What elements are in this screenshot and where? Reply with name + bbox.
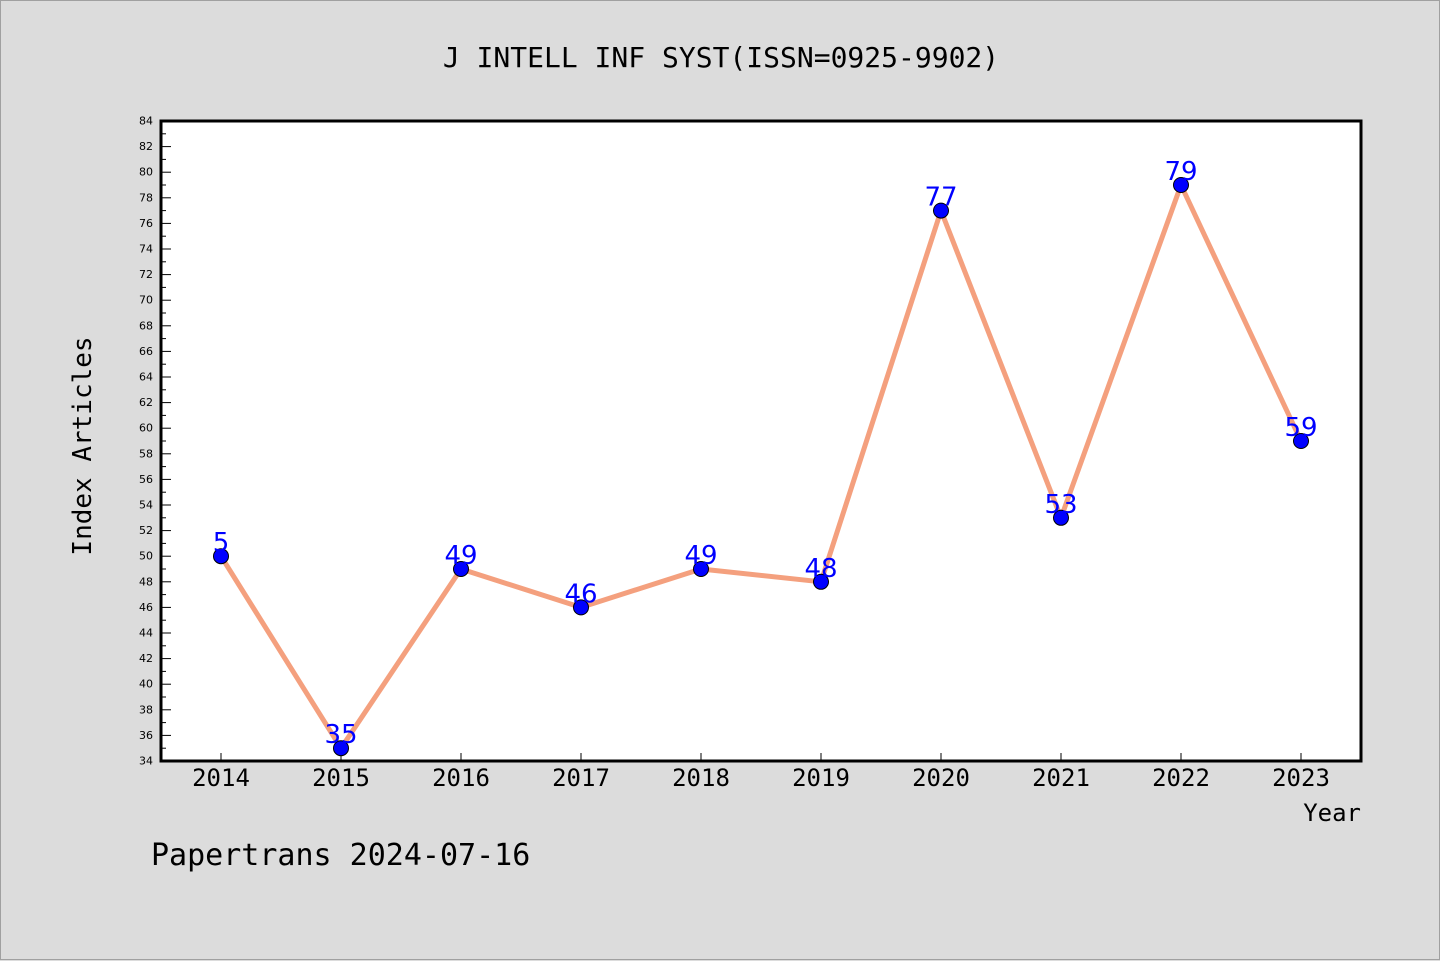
y-tick-label: 56 xyxy=(139,473,153,486)
plot-area xyxy=(161,121,1361,761)
y-tick-label: 82 xyxy=(139,140,153,153)
data-label: 53 xyxy=(1044,490,1077,520)
y-tick-label: 48 xyxy=(139,575,153,588)
y-tick-label: 68 xyxy=(139,319,153,332)
data-label: 49 xyxy=(444,541,477,571)
y-tick-label: 80 xyxy=(139,166,153,179)
data-label: 5 xyxy=(213,528,230,558)
x-tick-label: 2019 xyxy=(792,764,850,792)
y-tick-label: 60 xyxy=(139,422,153,435)
y-tick-label: 36 xyxy=(139,729,153,742)
y-tick-label: 46 xyxy=(139,601,153,614)
data-label: 79 xyxy=(1164,157,1197,187)
x-axis-ticks: 2014 2015 2016 2017 2018 2019 2020 2021 2022 2023 xyxy=(192,753,1330,792)
chart-title: J INTELL INF SYST(ISSN=0925-9902) xyxy=(443,41,999,74)
x-tick-label: 2018 xyxy=(672,764,730,792)
x-tick-label: 2014 xyxy=(192,764,250,792)
data-point xyxy=(453,561,469,577)
x-tick-label: 2021 xyxy=(1032,764,1090,792)
x-tick-label: 2023 xyxy=(1272,764,1330,792)
y-axis-label: Index Articles xyxy=(68,336,98,555)
plot-border xyxy=(159,119,1363,763)
data-point xyxy=(1293,433,1309,449)
x-tick-label: 2020 xyxy=(912,764,970,792)
data-point xyxy=(333,740,349,757)
data-point xyxy=(573,599,589,616)
data-label: 48 xyxy=(804,554,837,584)
x-tick-label: 2022 xyxy=(1152,764,1210,792)
data-point xyxy=(1053,509,1069,526)
y-tick-label: 40 xyxy=(139,678,153,691)
footer-credit: Papertrans 2024-07-16 xyxy=(151,838,530,873)
y-tick-label: 44 xyxy=(139,627,153,640)
data-point xyxy=(693,561,709,577)
series-layer: 5 35 49 46 49 48 77 53 79 59 xyxy=(213,157,1318,757)
data-label: 46 xyxy=(564,579,597,609)
y-tick-label: 34 xyxy=(139,755,153,768)
y-tick-label: 38 xyxy=(139,703,153,716)
data-point xyxy=(933,202,949,219)
y-tick-label: 52 xyxy=(139,524,153,537)
data-label: 49 xyxy=(684,541,717,571)
data-label: 77 xyxy=(924,183,957,213)
data-point xyxy=(813,573,829,590)
y-tick-label: 62 xyxy=(139,396,153,409)
y-tick-label: 70 xyxy=(139,294,153,307)
data-point xyxy=(1173,177,1189,193)
y-tick-label: 72 xyxy=(139,268,153,281)
y-axis-ticks: 34 36 38 40 42 44 46 48 50 52 54 56 58 60 62 64 66 68 70 72… xyxy=(139,115,171,768)
y-tick-label: 58 xyxy=(139,447,153,460)
y-tick-label: 76 xyxy=(139,217,153,230)
x-tick-label: 2016 xyxy=(432,764,490,792)
y-tick-label: 84 xyxy=(139,115,153,128)
y-tick-label: 74 xyxy=(139,243,153,256)
y-tick-label: 78 xyxy=(139,191,153,204)
series-line xyxy=(218,182,1304,751)
y-tick-label: 54 xyxy=(139,499,153,512)
data-label: 59 xyxy=(1284,413,1317,443)
x-axis-label: Year xyxy=(1303,799,1361,827)
y-tick-label: 66 xyxy=(139,345,153,358)
x-tick-label: 2015 xyxy=(312,764,370,792)
data-label: 35 xyxy=(324,720,357,750)
x-tick-label: 2017 xyxy=(552,764,610,792)
y-tick-label: 42 xyxy=(139,652,153,665)
y-tick-label: 64 xyxy=(139,371,153,384)
y-tick-label: 50 xyxy=(139,550,153,563)
data-point xyxy=(213,548,229,565)
